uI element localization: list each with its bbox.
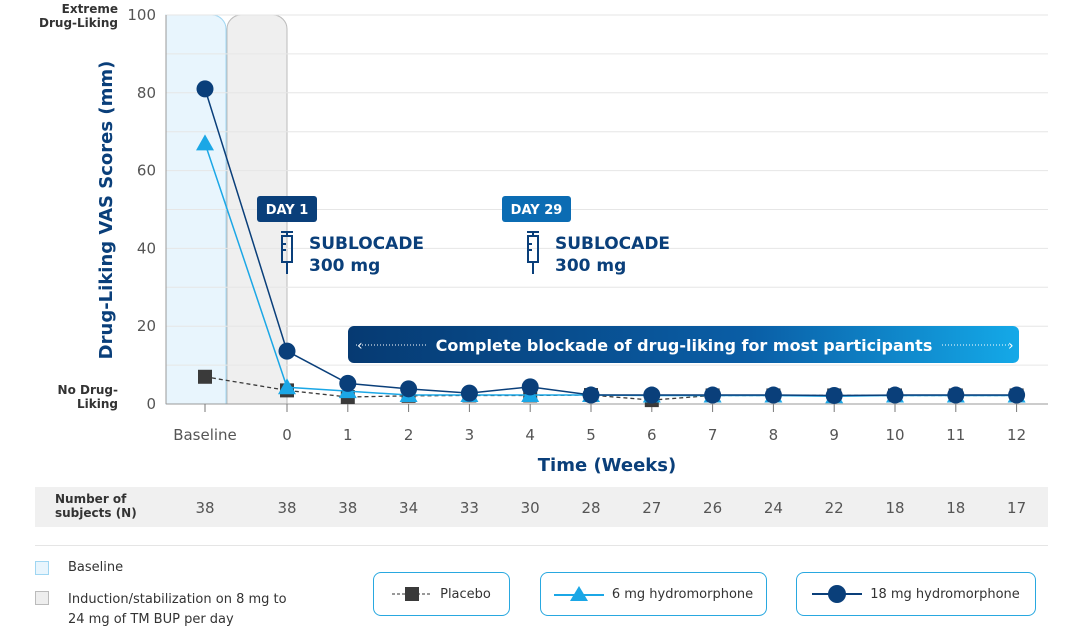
circle-marker-icon bbox=[812, 585, 863, 603]
legend-placebo-label: Placebo bbox=[440, 586, 491, 602]
hydromorphone-18mg-point bbox=[278, 342, 296, 360]
x-tick-label: 4 bbox=[525, 426, 535, 444]
series-line-2 bbox=[204, 88, 1017, 397]
triangle-marker-icon bbox=[553, 586, 604, 601]
n-value: 18 bbox=[946, 499, 966, 517]
baseline-legend-label: Baseline bbox=[68, 560, 124, 575]
hydromorphone-18mg-point bbox=[825, 386, 843, 404]
hydromorphone-18mg-point bbox=[947, 386, 965, 404]
x-tick-label: Baseline bbox=[173, 426, 237, 444]
n-value: 22 bbox=[824, 499, 844, 517]
n-value: 34 bbox=[399, 499, 419, 517]
y-top-label: Extreme Drug-Liking bbox=[39, 2, 118, 30]
n-value: 18 bbox=[885, 499, 905, 517]
drug-name: SUBLOCADE bbox=[309, 234, 424, 254]
hydromorphone-18mg-point bbox=[704, 386, 722, 404]
n-value: 38 bbox=[338, 499, 358, 517]
day-badge-text: DAY 1 bbox=[266, 203, 309, 218]
hydromorphone-18mg-point bbox=[196, 80, 214, 98]
banner bbox=[348, 326, 1019, 363]
square-marker-icon bbox=[392, 587, 433, 601]
y-bottom-label: No Drug-Liking bbox=[57, 383, 118, 411]
drug-name: SUBLOCADE bbox=[555, 234, 670, 254]
legend-placebo: Placebo bbox=[373, 572, 510, 616]
hydromorphone-18mg-point bbox=[643, 386, 661, 404]
y-tick-label: 40 bbox=[137, 239, 156, 257]
hydromorphone-18mg-point bbox=[582, 386, 600, 404]
y-axis-title: Drug-Liking VAS Scores (mm) bbox=[96, 61, 117, 360]
x-tick-label: 12 bbox=[1007, 426, 1026, 444]
n-value: 30 bbox=[520, 499, 540, 517]
x-tick-label: 9 bbox=[829, 426, 839, 444]
legend-18mg-label: 18 mg hydromorphone bbox=[870, 586, 1020, 602]
hydromorphone-6mg-point bbox=[278, 378, 296, 395]
x-tick-label: 3 bbox=[465, 426, 475, 444]
n-value: 38 bbox=[195, 499, 215, 517]
y-tick-label: 100 bbox=[127, 6, 156, 24]
y-tick-label: 80 bbox=[137, 84, 156, 102]
n-value: 38 bbox=[277, 499, 297, 517]
hydromorphone-18mg-point bbox=[400, 380, 418, 398]
y-tick-label: 20 bbox=[137, 317, 156, 335]
hydromorphone-6mg-point bbox=[196, 134, 214, 151]
syringe-icon bbox=[527, 231, 539, 274]
hydromorphone-18mg-point bbox=[764, 386, 782, 404]
arrow-right-icon: › bbox=[1008, 338, 1014, 354]
n-value: 27 bbox=[642, 499, 662, 517]
baseline-swatch bbox=[35, 561, 49, 575]
x-tick-label: 2 bbox=[404, 426, 414, 444]
legend-6mg-label: 6 mg hydromorphone bbox=[611, 586, 754, 602]
x-tick-label: 5 bbox=[586, 426, 596, 444]
n-value: 33 bbox=[459, 499, 479, 517]
hydromorphone-18mg-point bbox=[460, 384, 478, 402]
day-badge bbox=[257, 196, 317, 222]
x-tick-label: 1 bbox=[343, 426, 353, 444]
arrow-left-icon: ‹ bbox=[357, 338, 363, 354]
induction-legend-label: Induction/stabilization on 8 mg to 24 mg… bbox=[68, 592, 287, 627]
induction-swatch bbox=[35, 591, 49, 605]
y-tick-label: 0 bbox=[146, 395, 156, 413]
divider bbox=[35, 545, 1048, 546]
drug-dose: 300 mg bbox=[555, 256, 626, 276]
n-row: Number of subjects (N) 38 38 38 34 33 30 28 27 2… bbox=[35, 487, 1048, 527]
y-tick-label: 60 bbox=[137, 162, 156, 180]
drug-dose: 300 mg bbox=[309, 256, 380, 276]
x-tick-label: 10 bbox=[885, 426, 904, 444]
n-value: 26 bbox=[703, 499, 723, 517]
syringe-icon bbox=[281, 231, 293, 274]
x-tick-label: 11 bbox=[946, 426, 965, 444]
hydromorphone-18mg-point bbox=[1008, 386, 1026, 404]
n-value: 28 bbox=[581, 499, 601, 517]
n-label: Number of subjects (N) bbox=[55, 492, 137, 520]
placebo-point bbox=[198, 369, 212, 384]
banner-text: Complete blockade of drug-liking for mos… bbox=[436, 336, 933, 355]
x-axis-title: Time (Weeks) bbox=[538, 455, 676, 476]
day-badge-text: DAY 29 bbox=[511, 203, 563, 218]
n-value: 17 bbox=[1007, 499, 1027, 517]
hydromorphone-18mg-point bbox=[339, 374, 357, 392]
hydromorphone-18mg-point bbox=[886, 386, 904, 404]
n-value: 24 bbox=[763, 499, 783, 517]
legend-6mg: 6 mg hydromorphone bbox=[540, 572, 767, 616]
day-badge bbox=[502, 196, 571, 222]
hydromorphone-18mg-point bbox=[521, 378, 539, 396]
x-tick-label: 0 bbox=[282, 426, 292, 444]
legend-18mg: 18 mg hydromorphone bbox=[796, 572, 1036, 616]
x-tick-label: 7 bbox=[708, 426, 718, 444]
x-tick-label: 6 bbox=[647, 426, 657, 444]
x-tick-label: 8 bbox=[769, 426, 779, 444]
